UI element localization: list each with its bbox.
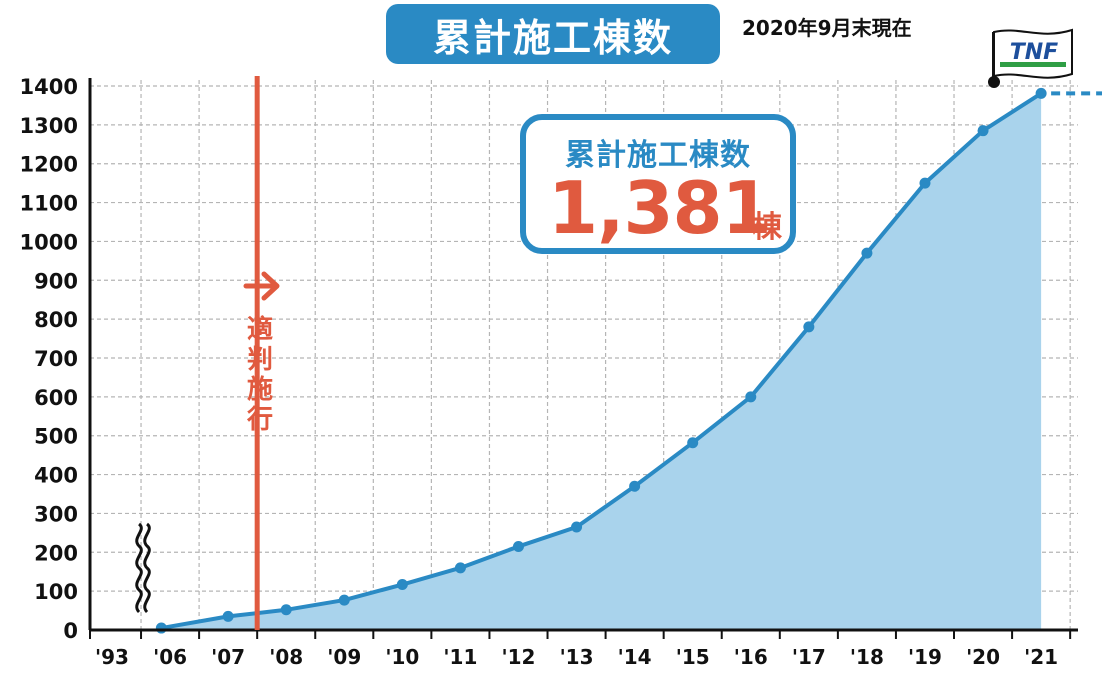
y-tick-label: 700 [34, 347, 78, 371]
x-tick-label: '12 [502, 645, 536, 669]
x-tick-label: '18 [850, 645, 884, 669]
y-tick-label: 800 [34, 308, 78, 332]
callout-unit: 棟 [752, 210, 782, 245]
total-callout: 累計施工棟数 1,381 棟 [520, 114, 796, 254]
x-tick-label: '06 [153, 645, 187, 669]
axis-break-mark [135, 522, 143, 614]
y-tick-label: 500 [34, 425, 78, 449]
logo-text: TNF [1010, 40, 1058, 65]
chart-title-badge: 累計施工棟数 [386, 4, 720, 64]
data-point [803, 321, 815, 333]
x-tick-label: '09 [327, 645, 361, 669]
data-point [338, 594, 350, 606]
data-point [745, 391, 757, 403]
x-tick-label: '07 [211, 645, 245, 669]
y-tick-label: 300 [34, 502, 78, 526]
x-tick-label: '13 [560, 645, 594, 669]
y-tick-label: 1200 [20, 153, 78, 177]
x-tick-label: '19 [908, 645, 942, 669]
y-tick-label: 100 [34, 580, 78, 604]
as-of-date: 2020年9月末現在 [742, 16, 912, 40]
data-point [919, 177, 931, 189]
x-tick-label: '14 [618, 645, 652, 669]
x-tick-label: '20 [966, 645, 1000, 669]
annotation-char: 判 [247, 345, 273, 375]
data-point [396, 579, 408, 591]
data-point [155, 622, 167, 634]
annotation-char: 施 [247, 374, 273, 405]
y-tick-label: 0 [63, 619, 78, 643]
data-point [512, 540, 524, 552]
y-tick-label: 1400 [20, 75, 78, 99]
data-point [1035, 87, 1047, 99]
x-tick-label: '08 [269, 645, 303, 669]
data-point [687, 437, 699, 449]
x-tick-label: '11 [443, 645, 477, 669]
data-point [629, 480, 641, 492]
data-point [280, 604, 292, 616]
y-tick-label: 1100 [20, 192, 78, 216]
x-tick-label: '21 [1024, 645, 1058, 669]
y-tick-label: 400 [34, 464, 78, 488]
data-point [454, 562, 466, 574]
callout-title: 累計施工棟数 [565, 138, 751, 173]
chart-title: 累計施工棟数 [432, 15, 673, 60]
x-tick-label: '15 [676, 645, 710, 669]
data-point [571, 521, 583, 533]
x-tick-label: '93 [95, 645, 129, 669]
x-tick-label: '10 [385, 645, 419, 669]
y-tick-label: 900 [34, 269, 78, 293]
data-point [977, 125, 989, 137]
annotation-char: 適 [247, 314, 273, 345]
right-arrow-icon [243, 271, 280, 301]
axis-break-mark [143, 522, 151, 614]
callout-value: 1,381 [548, 166, 772, 250]
data-point [222, 610, 234, 622]
y-tick-label: 1300 [20, 114, 78, 138]
y-tick-label: 1000 [20, 230, 78, 254]
series-line [161, 91, 1043, 631]
flag-base-dot [988, 76, 1000, 88]
y-tick-label: 200 [34, 541, 78, 565]
x-tick-label: '17 [792, 645, 826, 669]
series-area [161, 93, 1042, 630]
x-tick-label: '16 [734, 645, 768, 669]
annotation-char: 行 [246, 404, 273, 435]
data-point [861, 247, 873, 259]
flag-stripe [1000, 62, 1066, 67]
y-tick-label: 600 [34, 386, 78, 410]
